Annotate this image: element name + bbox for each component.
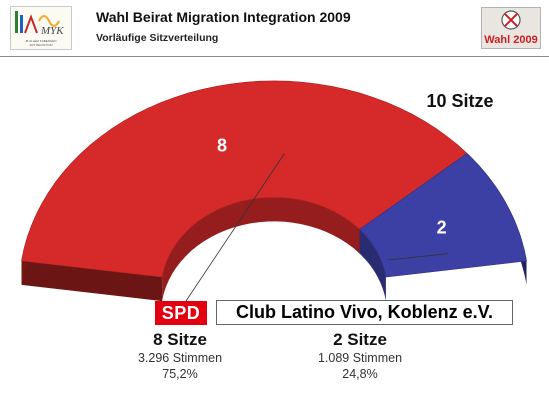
myk-logo-graphic: MYK — [15, 11, 64, 37]
spd-percent: 75,2% — [162, 367, 198, 381]
myk-logo: MYK IB ALLEM KABENGEN ART REGISTION — [10, 6, 72, 50]
spd-results: 8 Sitze 3.296 Stimmen 75,2% — [105, 330, 255, 382]
wahl-2009-logo: Wahl 2009 — [481, 7, 541, 49]
leader-line-clv — [387, 253, 448, 261]
slice-inner-wall-clv — [359, 229, 386, 302]
slice-label-spd: 8 — [217, 135, 227, 155]
spd-logo: SPD — [155, 301, 207, 325]
arc-shapes — [21, 80, 527, 302]
leader-lines — [185, 153, 448, 302]
clv-percent: 24,8% — [342, 367, 378, 381]
myk-logo-small-text: IB ALLEM KABENGEN ART REGISTION — [25, 39, 57, 47]
clv-votes: 1.089 Stimmen — [317, 351, 403, 365]
slice-label-clv: 2 — [437, 218, 447, 238]
header: MYK IB ALLEM KABENGEN ART REGISTION Wahl… — [0, 0, 549, 56]
left-end-cap — [21, 260, 163, 302]
ballot-icon — [501, 10, 521, 30]
clv-results: 2 Sitze 1.089 Stimmen 24,8% — [285, 330, 435, 382]
total-seats-label: 10 Sitze — [426, 91, 493, 111]
club-latino-vivo-logo: Club Latino Vivo, Koblenz e.V. — [216, 300, 513, 325]
slice-inner-wall-spd — [162, 197, 360, 302]
leader-line-spd — [185, 153, 285, 302]
clv-seats: 2 Sitze — [333, 330, 387, 349]
page-title: Wahl Beirat Migration Integration 2009 — [96, 9, 351, 25]
page-subtitle: Vorläufige Sitzverteilung — [96, 32, 219, 44]
spd-votes: 3.296 Stimmen — [137, 351, 223, 365]
myk-logo-text: MYK — [40, 25, 64, 37]
wahl-2009-logo-text: Wahl 2009 — [484, 34, 538, 46]
slice-top-spd — [21, 80, 468, 278]
spd-seats: 8 Sitze — [153, 330, 207, 349]
slice-top-clv — [359, 153, 527, 278]
header-divider — [0, 56, 549, 57]
